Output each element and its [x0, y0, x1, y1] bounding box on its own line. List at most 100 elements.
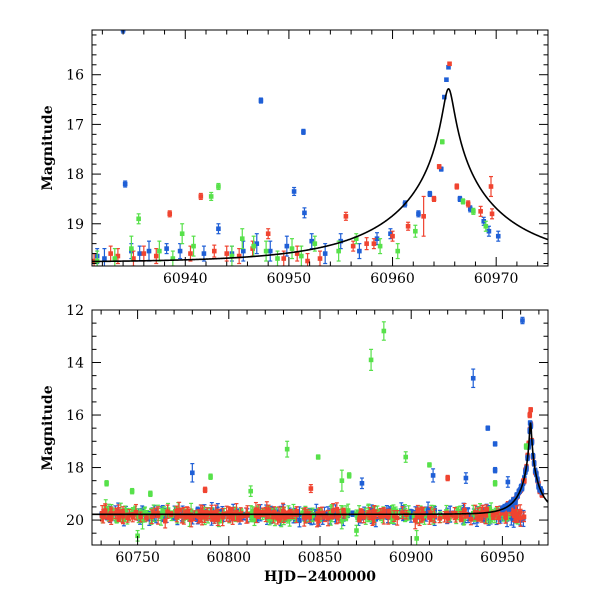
red-data-point [488, 184, 494, 189]
green-outlier-point [208, 474, 213, 480]
red-data-point [133, 509, 139, 515]
red-data-point [432, 513, 437, 519]
green-data-point [140, 518, 145, 523]
green-data-point [252, 517, 257, 523]
blue-data-point [506, 506, 512, 511]
red-data-point [174, 508, 179, 514]
green-outlier-point [339, 478, 345, 483]
blue-data-point [373, 516, 379, 522]
bottom-panel: 60750 60800 60850 60900 60950 12 14 16 18 20 Magn… [40, 303, 549, 585]
blue-data-point [201, 251, 207, 256]
red-data-point [459, 516, 464, 522]
red-data-point [464, 513, 469, 518]
red-data-point [236, 253, 242, 259]
blue-data-point [137, 251, 142, 256]
blue-outlier-point [359, 480, 365, 486]
red-data-point [184, 509, 190, 515]
green-data-point [299, 253, 304, 259]
green-data-point [395, 248, 401, 254]
red-data-point [211, 513, 217, 519]
red-data-point [155, 513, 161, 518]
red-data-point [325, 515, 331, 521]
x-tick-label: 60940 [163, 271, 208, 287]
green-data-point [312, 241, 318, 246]
red-data-point [319, 510, 325, 516]
red-data-point [334, 514, 339, 519]
red-data-point [453, 513, 459, 518]
green-data-point [377, 243, 383, 249]
red-data-point [208, 511, 214, 516]
red-data-point [234, 509, 239, 515]
red-data-point [120, 510, 126, 516]
red-data-point [144, 515, 149, 520]
red-data-point [322, 514, 328, 519]
red-data-point [447, 61, 452, 67]
blue-data-point [177, 248, 183, 254]
red-data-point [491, 513, 497, 518]
red-data-point [294, 251, 300, 256]
x-tick-label: 60950 [480, 550, 525, 566]
red-data-point [188, 251, 193, 256]
blue-data-point [486, 228, 492, 234]
red-data-point [386, 510, 392, 515]
x-tick-label: 60970 [474, 271, 519, 287]
green-data-point [389, 515, 394, 521]
red-data-point [515, 515, 521, 521]
red-data-point [385, 514, 391, 520]
blue-data-point [457, 196, 463, 202]
y-tick-label: 20 [66, 513, 84, 529]
red-data-point [211, 248, 217, 254]
red-data-point [138, 514, 143, 520]
red-data-point [204, 513, 210, 518]
y-tick-label: 12 [66, 303, 84, 319]
red-data-point [174, 514, 180, 520]
red-data-point [228, 507, 234, 513]
red-data-point [521, 514, 527, 520]
green-outlier-point [104, 480, 109, 486]
green-data-point [483, 223, 489, 229]
green-data-point [471, 209, 476, 214]
red-data-point [400, 510, 405, 516]
green-data-point [112, 256, 118, 261]
red-data-point [294, 508, 300, 514]
green-data-point [229, 253, 235, 259]
green-data-point [460, 199, 466, 204]
red-data-point [265, 231, 271, 237]
red-data-point [357, 517, 362, 522]
top-y-axis-label: Magnitude [40, 105, 56, 190]
red-data-point [116, 510, 122, 516]
red-data-point [343, 214, 349, 219]
blue-data-point [258, 98, 264, 103]
red-data-point [494, 510, 500, 516]
blue-data-point [309, 238, 315, 244]
green-outlier-point [315, 454, 321, 460]
x-axis-label: HJD−2400000 [264, 569, 376, 585]
green-data-point [136, 216, 141, 222]
x-tick-label: 60960 [370, 271, 415, 287]
red-data-point [167, 211, 173, 217]
green-data-point [300, 510, 305, 516]
blue-data-point [446, 64, 451, 70]
red-data-point [454, 184, 460, 189]
green-data-point [263, 248, 269, 254]
red-data-point [513, 511, 519, 517]
red-data-point [437, 516, 442, 521]
red-data-point [115, 253, 121, 259]
red-data-point [239, 514, 244, 519]
blue-data-point [139, 507, 145, 513]
red-data-point [213, 510, 219, 515]
blue-outlier-point [520, 318, 525, 323]
red-data-point [350, 243, 356, 249]
red-outlier-point [445, 475, 450, 481]
green-data-point [506, 513, 511, 518]
red-data-point [153, 253, 159, 259]
red-data-point [371, 241, 377, 246]
top-panel: 60940 60950 60960 60970 16 17 18 19 Magnitude [40, 29, 549, 287]
green-outlier-point [368, 357, 374, 363]
red-data-point [412, 518, 418, 523]
green-data-point [194, 510, 199, 516]
blue-outlier-point [492, 467, 498, 473]
blue-data-point [467, 206, 473, 212]
blue-data-point [322, 251, 328, 256]
green-data-point [353, 236, 359, 241]
